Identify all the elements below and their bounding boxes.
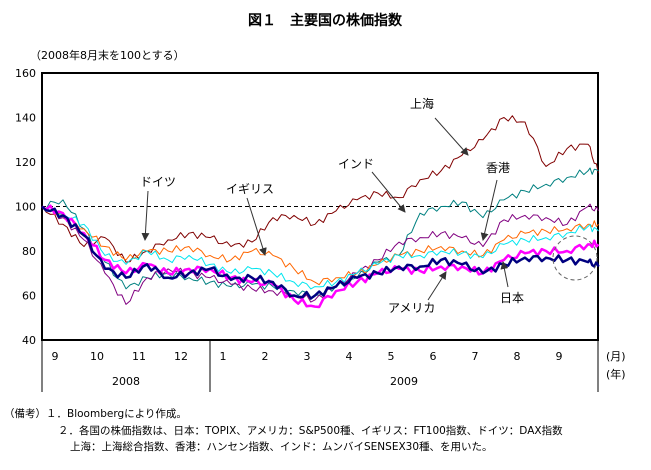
note-line-2: ２．各国の株価指数は、日本：TOPIX、アメリカ：S&P500種、イギリス：FT… bbox=[58, 425, 563, 437]
x-tick-label: 2 bbox=[262, 350, 269, 363]
x-tick-label: 5 bbox=[388, 350, 395, 363]
y-tick-label: 100 bbox=[15, 201, 36, 214]
series-line bbox=[41, 206, 599, 290]
series-label: 香港 bbox=[486, 161, 510, 175]
series-label: ドイツ bbox=[140, 175, 176, 189]
note-text-1: １．Bloombergにより作成。 bbox=[46, 408, 187, 420]
y-tick-label: 40 bbox=[22, 334, 36, 347]
label-arrow bbox=[371, 171, 406, 213]
x-tick-label: 7 bbox=[472, 350, 479, 363]
label-arrow bbox=[246, 197, 267, 256]
x-unit-months: (月) bbox=[606, 350, 626, 363]
label-arrow bbox=[480, 179, 498, 241]
y-axis-label: （2008年8月末を100とする） bbox=[30, 48, 185, 62]
x-tick-label: 8 bbox=[514, 350, 521, 363]
x-tick-label: 9 bbox=[52, 350, 59, 363]
x-tick-label: 3 bbox=[304, 350, 311, 363]
x-tick-label: 9 bbox=[556, 350, 563, 363]
y-tick-label: 80 bbox=[22, 245, 36, 258]
y-tick-label: 160 bbox=[15, 67, 36, 80]
series-line bbox=[41, 115, 599, 263]
x-tick-label: 10 bbox=[90, 350, 104, 363]
series-label: 上海 bbox=[410, 96, 434, 111]
label-arrow bbox=[434, 117, 469, 156]
series-label: インド bbox=[338, 157, 374, 171]
chart-title: 図１ 主要国の株価指数 bbox=[248, 12, 403, 29]
y-tick-label: 120 bbox=[15, 156, 36, 169]
year-label: 2009 bbox=[390, 375, 418, 388]
x-tick-label: 11 bbox=[132, 350, 146, 363]
y-tick-label: 60 bbox=[22, 290, 36, 303]
label-arrow bbox=[427, 271, 447, 301]
x-tick-label: 12 bbox=[174, 350, 188, 363]
series-line bbox=[41, 205, 600, 300]
x-tick-label: 1 bbox=[220, 350, 227, 363]
label-arrow bbox=[500, 261, 509, 288]
x-tick-label: 6 bbox=[430, 350, 437, 363]
series-line bbox=[41, 206, 599, 286]
highlight-circle bbox=[552, 235, 598, 281]
note-line-3: 上海：上海総合指数、香港：ハンセン指数、インド：ムンバイSENSEX30種、を用… bbox=[70, 441, 493, 453]
year-label: 2008 bbox=[112, 375, 140, 388]
x-unit-years: (年) bbox=[606, 367, 626, 381]
series-label: アメリカ bbox=[388, 301, 435, 315]
note-prefix: （備考） bbox=[4, 408, 46, 420]
series-label: イギリス bbox=[226, 182, 274, 196]
label-arrow bbox=[141, 190, 150, 241]
y-tick-label: 140 bbox=[15, 112, 36, 125]
series-label: 日本 bbox=[500, 291, 524, 305]
note-line-1: （備考）１．Bloombergにより作成。 bbox=[4, 406, 187, 421]
series-line bbox=[41, 203, 599, 305]
x-tick-label: 4 bbox=[346, 350, 353, 363]
